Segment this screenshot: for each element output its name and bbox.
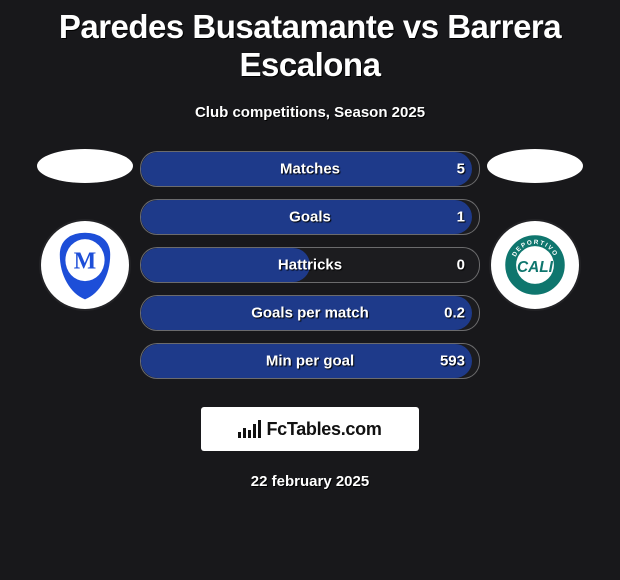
branding-badge: FcTables.com [201,407,419,451]
player-photo-right [487,149,583,183]
stat-row: Hattricks 0 [140,247,480,283]
millonarios-crest-icon: M [50,230,120,300]
stats-list: Matches 5 Goals 1 Hattricks 0 Goals per match 0… [140,151,480,379]
stat-row: Goals 1 [140,199,480,235]
stat-label: Matches [280,161,340,178]
deportivo-cali-crest-icon: DEPORTIVO CALI [500,230,570,300]
stat-value: 0 [457,257,465,274]
stat-row: Min per goal 593 [140,343,480,379]
stat-label: Min per goal [266,353,354,370]
bar-chart-icon [238,420,261,438]
page-title: Paredes Busatamante vs Barrera Escalona [0,0,620,84]
left-player-column: M [30,151,140,379]
stat-value: 5 [457,161,465,178]
player-photo-left [37,149,133,183]
stat-value: 1 [457,209,465,226]
right-player-column: DEPORTIVO CALI [480,151,590,379]
club-crest-right: DEPORTIVO CALI [491,221,579,309]
stat-label: Hattricks [278,257,342,274]
stat-value: 593 [440,353,465,370]
stat-row: Goals per match 0.2 [140,295,480,331]
subtitle: Club competitions, Season 2025 [0,104,620,121]
stat-row: Matches 5 [140,151,480,187]
svg-text:CALI: CALI [517,259,554,276]
comparison-area: M Matches 5 Goals 1 Hattricks 0 Goals per matc… [0,151,620,379]
date-label: 22 february 2025 [0,473,620,490]
stat-label: Goals per match [251,305,369,322]
stat-label: Goals [289,209,331,226]
svg-text:M: M [74,249,96,275]
club-crest-left: M [41,221,129,309]
stat-value: 0.2 [444,305,465,322]
branding-text: FcTables.com [266,419,381,440]
